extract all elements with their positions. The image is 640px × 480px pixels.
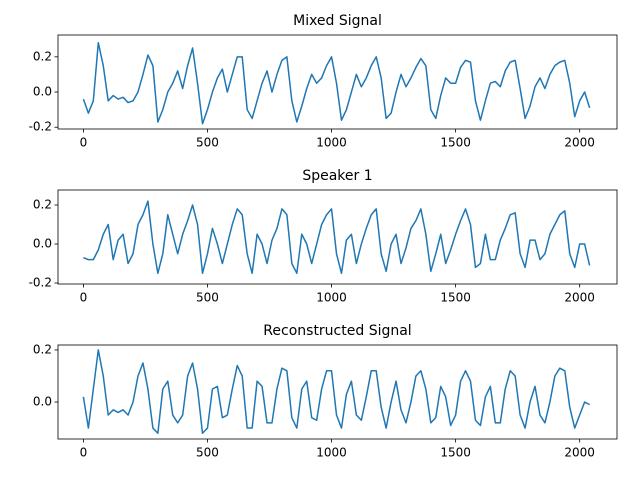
axes-frame bbox=[57, 34, 618, 130]
signal-line bbox=[83, 200, 591, 275]
x-tick-label: 1000 bbox=[316, 291, 347, 305]
x-tick-label: 0 bbox=[80, 136, 88, 150]
x-tick-label: 500 bbox=[196, 136, 219, 150]
signal-line bbox=[82, 42, 591, 125]
x-tick-label: 1500 bbox=[440, 136, 471, 150]
x-tick-label: 500 bbox=[196, 446, 219, 460]
y-tick-label: -0.2 bbox=[29, 120, 52, 134]
x-tick-label: 2000 bbox=[564, 291, 595, 305]
y-tick-label: 0.0 bbox=[33, 237, 52, 251]
signal-line bbox=[82, 349, 590, 435]
y-tick-label: 0.2 bbox=[33, 198, 52, 212]
axes-frame bbox=[57, 189, 618, 285]
x-tick-label: 0 bbox=[80, 446, 88, 460]
x-tick-label: 500 bbox=[196, 291, 219, 305]
y-tick-label: 0.2 bbox=[33, 49, 52, 63]
x-tick-label: 1500 bbox=[440, 291, 471, 305]
x-tick-label: 1000 bbox=[316, 136, 347, 150]
chart-title: Mixed Signal bbox=[293, 13, 382, 29]
x-tick-label: 0 bbox=[80, 291, 88, 305]
x-tick-label: 1500 bbox=[440, 446, 471, 460]
x-tick-label: 2000 bbox=[564, 136, 595, 150]
chart-title: Reconstructed Signal bbox=[263, 323, 411, 339]
axes-frame bbox=[57, 344, 618, 440]
y-tick-label: -0.2 bbox=[29, 276, 52, 290]
chart-title: Speaker 1 bbox=[302, 168, 372, 184]
x-tick-label: 2000 bbox=[564, 446, 595, 460]
x-tick-label: 1000 bbox=[316, 446, 347, 460]
y-tick-label: 0.2 bbox=[33, 342, 52, 356]
y-tick-label: 0.0 bbox=[33, 85, 52, 99]
y-tick-label: 0.0 bbox=[33, 395, 52, 409]
